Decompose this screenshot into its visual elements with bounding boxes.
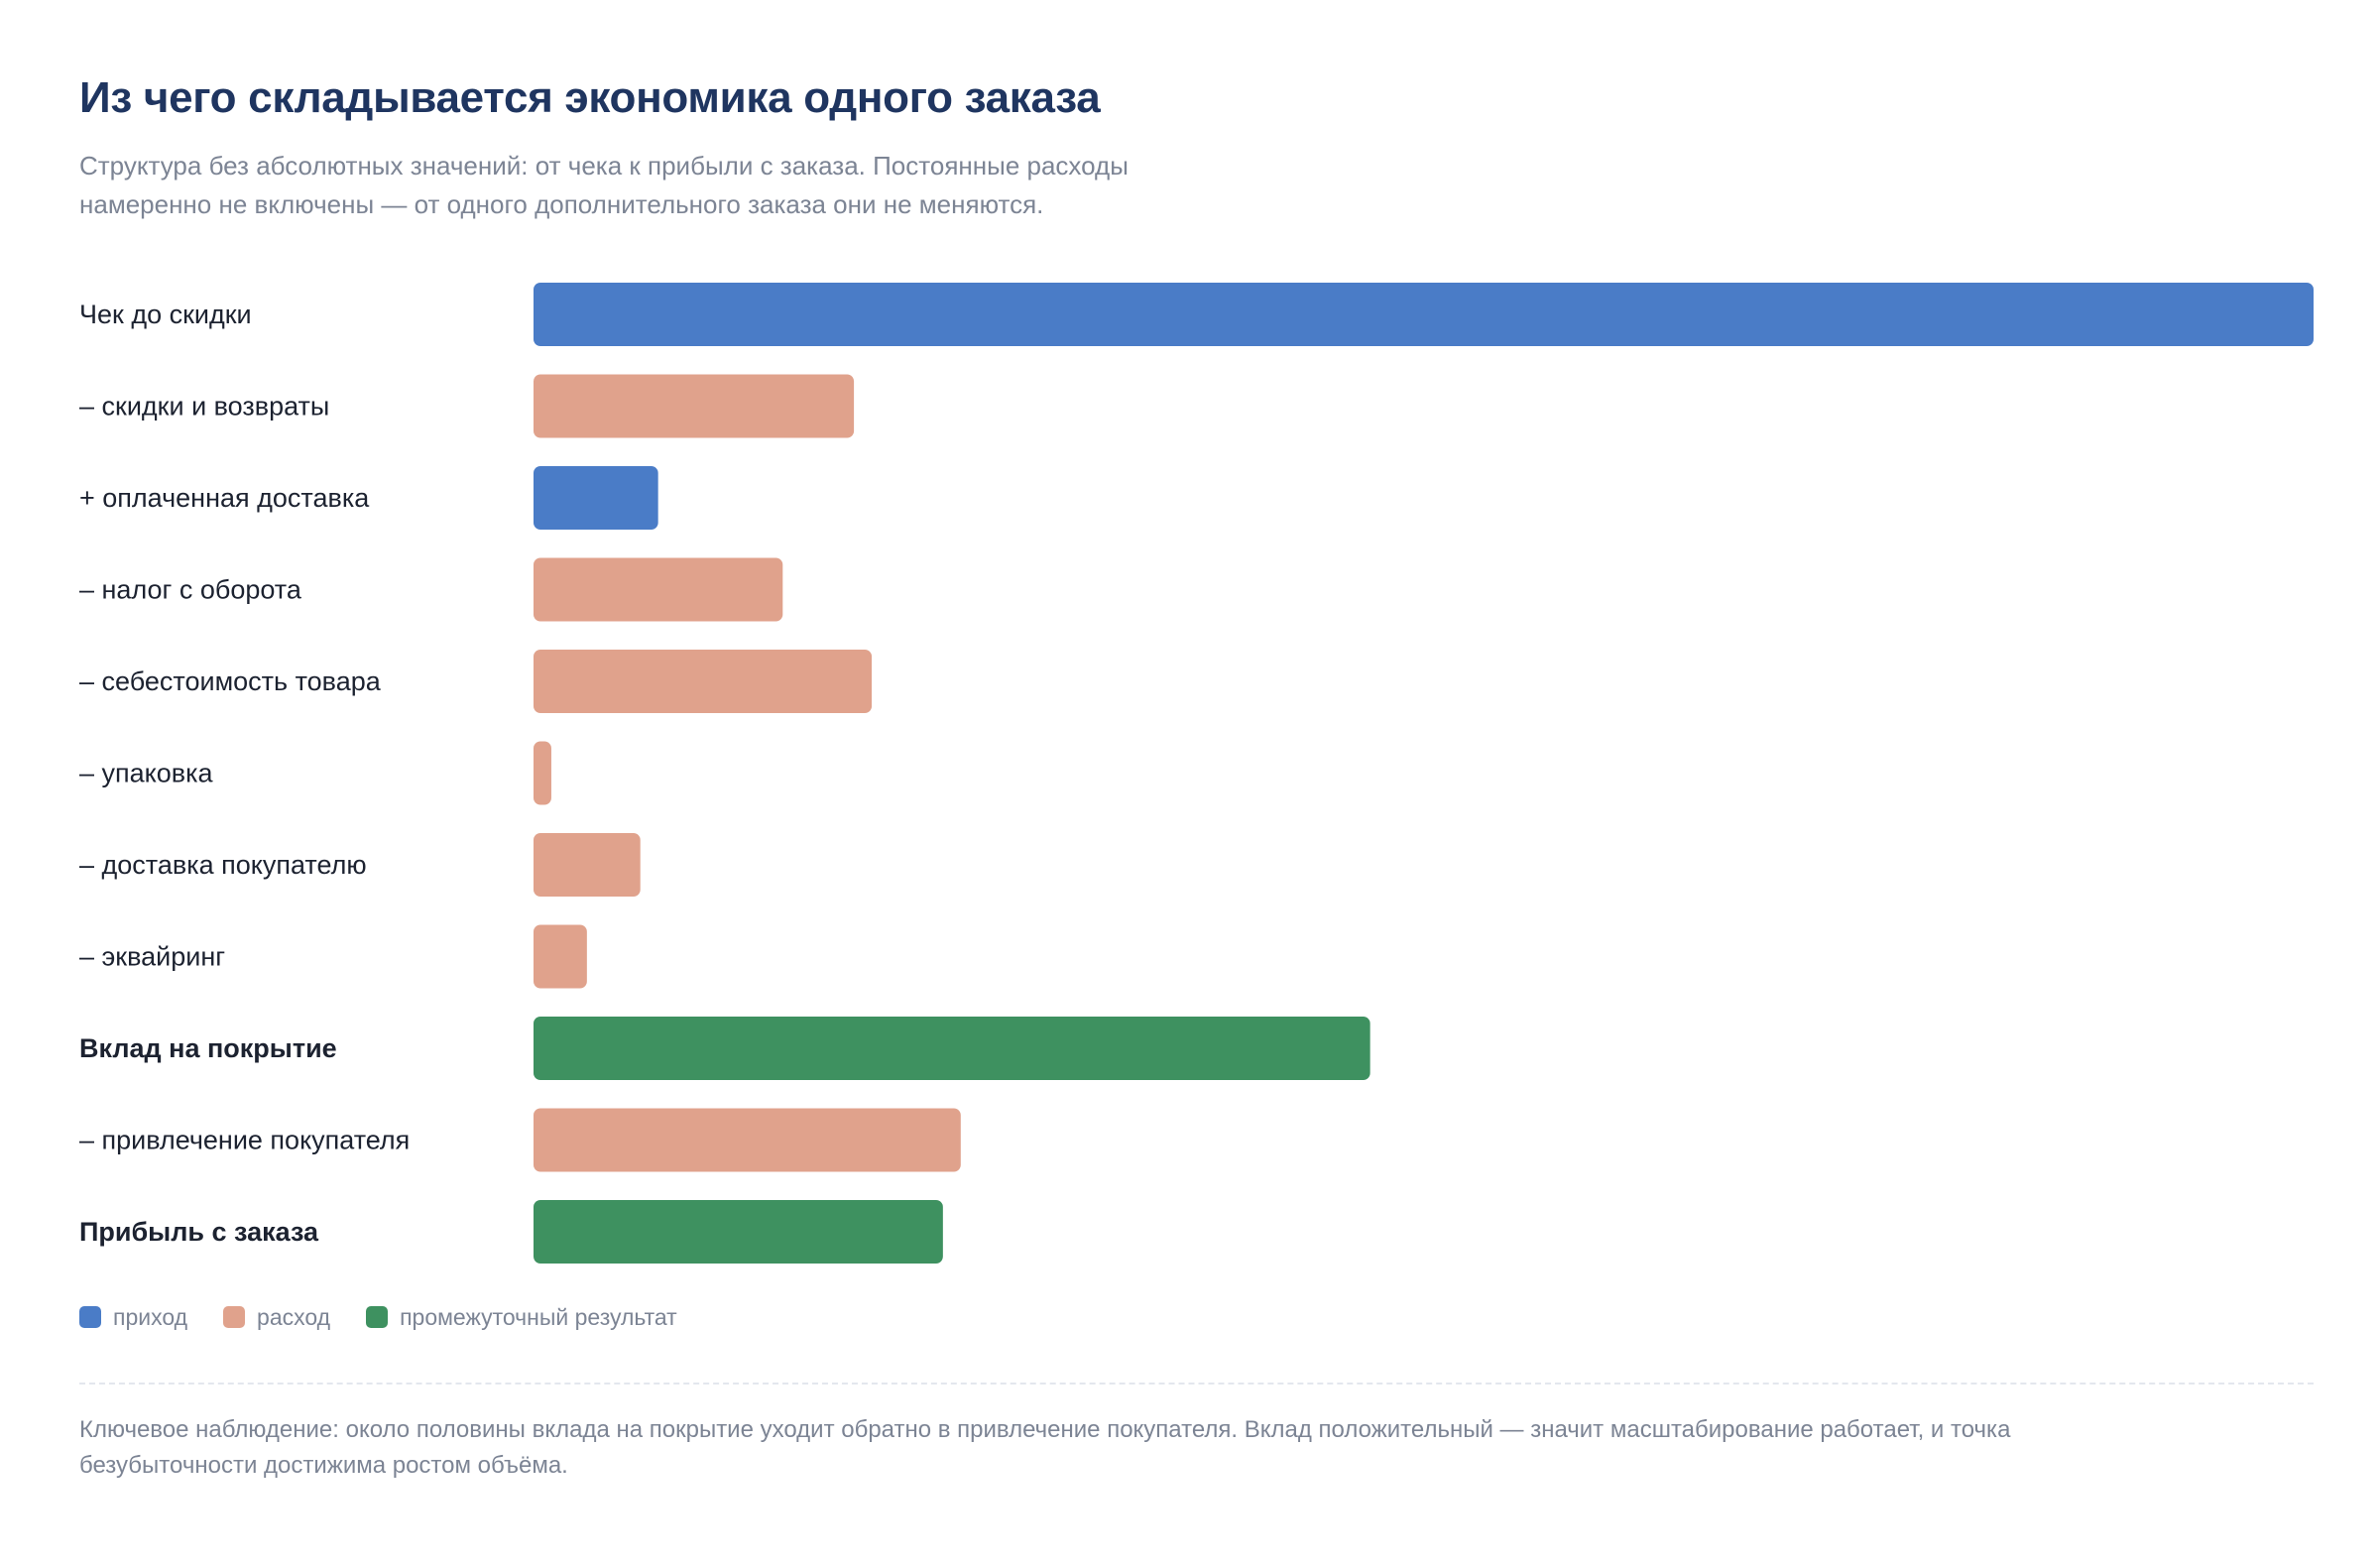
legend-item-expense: расход — [223, 1304, 330, 1331]
bar-label: – привлечение покупателя — [79, 1126, 410, 1155]
bar-expense — [534, 924, 587, 989]
bar-label: – налог с оборота — [79, 575, 302, 605]
legend-label-result: промежуточный результат — [400, 1303, 677, 1330]
legend-label-income: приход — [113, 1303, 188, 1330]
bar-result — [534, 1200, 943, 1264]
bar-label: Прибыль с заказа — [79, 1217, 319, 1247]
chart-legend: приход расход промежуточный результат — [79, 1299, 713, 1335]
footnote-divider — [79, 1383, 2314, 1385]
bar-label: – скидки и возвраты — [79, 392, 329, 422]
bar-income — [534, 466, 658, 530]
chart-title: Из чего складывается экономика одного за… — [79, 73, 1101, 122]
legend-swatch-income — [79, 1306, 101, 1328]
bar-chart: Чек до скидки – скидки и возвраты + оплаче… — [79, 283, 2314, 1264]
key-observation-note: Ключевое наблюдение: около половины вкла… — [79, 1412, 2314, 1484]
bar-expense — [534, 741, 551, 805]
bar-expense — [534, 374, 855, 438]
legend-label-expense: расход — [257, 1303, 331, 1330]
bar-label: – упаковка — [79, 759, 214, 788]
bar-label: – доставка покупателю — [79, 850, 367, 880]
legend-item-income: приход — [79, 1304, 187, 1331]
legend-item-result: промежуточный результат — [366, 1304, 677, 1331]
bar-expense — [534, 557, 783, 622]
bar-expense — [534, 833, 641, 897]
key-observation-line-1: Ключевое наблюдение: около половины вкла… — [79, 1416, 2011, 1443]
legend-swatch-expense — [223, 1306, 246, 1328]
key-observation-line-2: безубыточности достижима ростом объёма. — [79, 1452, 568, 1479]
bar-income — [534, 283, 2314, 346]
chart-subtitle-line-2: намеренно не включены — от одного дополн… — [79, 189, 1044, 219]
bar-result — [534, 1017, 1370, 1080]
bar-label: – себестоимость товара — [79, 666, 382, 696]
bar-label: Вклад на покрытие — [79, 1033, 337, 1063]
bar-label: – эквайринг — [79, 942, 225, 972]
bar-expense — [534, 650, 873, 713]
bar-expense — [534, 1108, 961, 1172]
legend-swatch-result — [366, 1306, 389, 1328]
bar-label: + оплаченная доставка — [79, 483, 370, 513]
chart-subtitle: Структура без абсолютных значений: от че… — [79, 147, 1230, 224]
chart-subtitle-line-1: Структура без абсолютных значений: от че… — [79, 151, 1129, 181]
bar-label: Чек до скидки — [79, 300, 252, 329]
